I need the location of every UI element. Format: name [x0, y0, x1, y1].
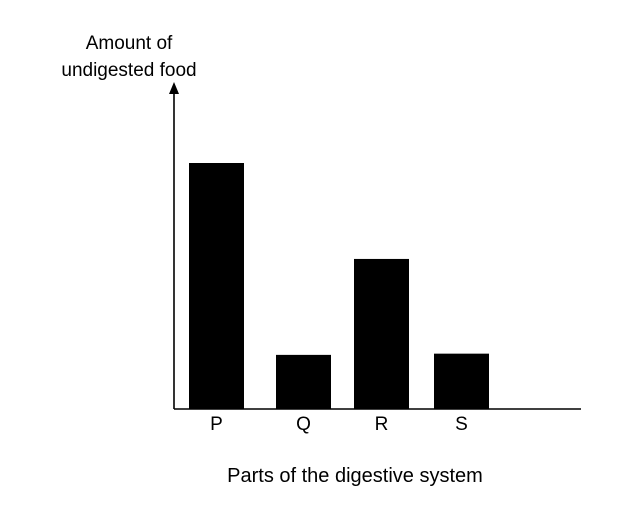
- bars-group: [189, 163, 489, 409]
- y-axis-title: Amount of undigested food: [61, 33, 196, 81]
- y-axis-arrowhead: [169, 82, 179, 94]
- x-tick-label-q: Q: [296, 414, 311, 435]
- y-axis-title-line-2: undigested food: [61, 60, 196, 81]
- x-tick-label-r: R: [375, 414, 389, 435]
- bar-r: [354, 258, 409, 409]
- x-tick-label-p: P: [210, 414, 223, 435]
- x-tick-label-s: S: [455, 414, 468, 435]
- y-axis: [169, 82, 179, 409]
- x-axis-title: Parts of the digestive system: [227, 465, 483, 487]
- bar-s: [434, 353, 489, 409]
- bar-q: [276, 354, 331, 409]
- x-tick-labels: P Q R S: [210, 414, 468, 435]
- y-axis-title-line-1: Amount of: [86, 33, 173, 54]
- bar-p: [189, 163, 244, 409]
